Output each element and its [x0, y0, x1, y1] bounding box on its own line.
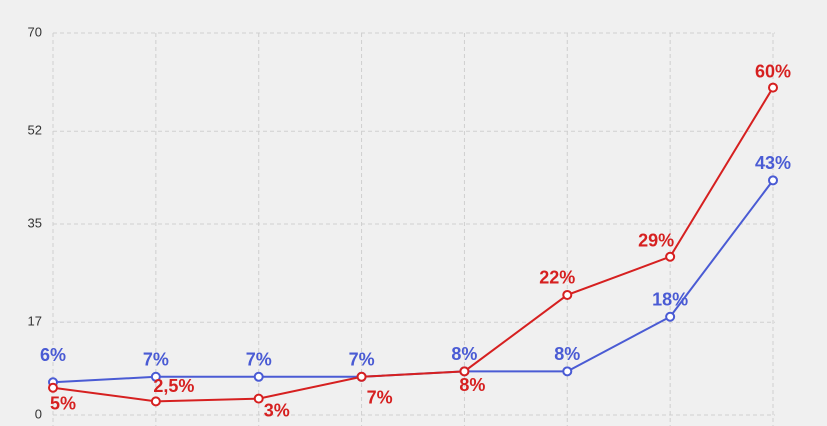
value-label: 8% [554, 344, 580, 364]
point [150, 371, 161, 382]
point [665, 311, 676, 322]
value-label: 7% [246, 350, 272, 370]
point [562, 289, 573, 300]
value-label: 8% [451, 344, 477, 364]
point [253, 371, 264, 382]
value-label: 22% [539, 268, 575, 288]
y-tick-label: 0 [35, 406, 42, 421]
point [150, 396, 161, 407]
y-tick-label: 35 [28, 215, 42, 230]
value-label: 2,5% [153, 376, 194, 396]
value-label: 60% [755, 61, 791, 81]
point [768, 175, 778, 186]
value-label: 18% [652, 290, 688, 310]
point [459, 366, 470, 377]
point [48, 382, 58, 393]
y-tick-label: 17 [28, 314, 42, 329]
value-label: 5% [50, 393, 76, 413]
value-label: 8% [459, 375, 485, 395]
point [253, 393, 264, 404]
value-label: 7% [143, 350, 169, 370]
value-label: 6% [40, 345, 66, 365]
y-tick-label: 52 [28, 123, 42, 138]
value-label: 29% [638, 230, 674, 250]
value-label: 7% [367, 388, 393, 408]
point [768, 82, 778, 93]
series-line [52, 87, 774, 403]
point [665, 251, 676, 262]
value-label: 43% [755, 153, 791, 173]
point [356, 371, 367, 382]
point [562, 366, 573, 377]
value-label: 7% [349, 350, 375, 370]
value-label: 3% [264, 400, 290, 420]
y-tick-label: 70 [28, 24, 42, 39]
